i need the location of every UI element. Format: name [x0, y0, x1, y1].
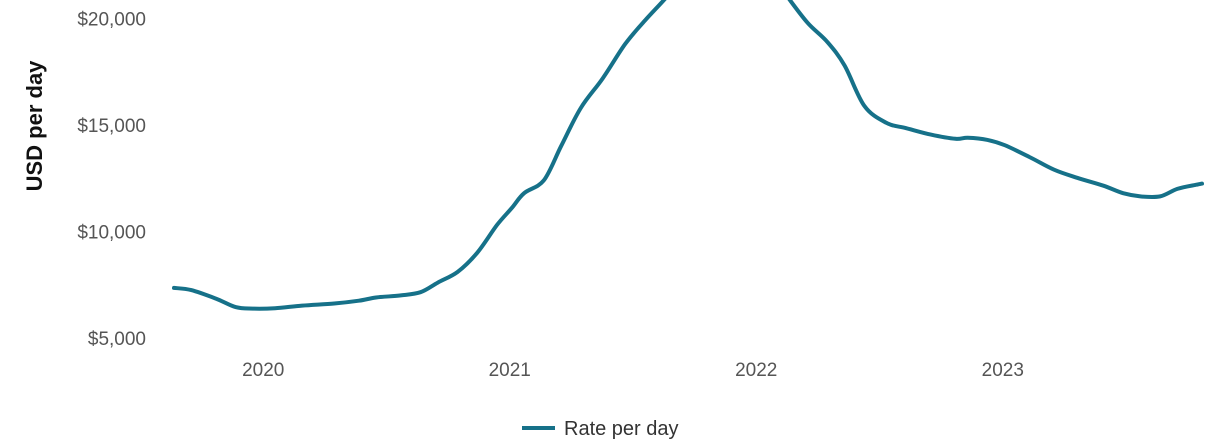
x-axis-ticks: 2020 2021 2022 2023: [242, 360, 1024, 381]
x-tick-label: 2022: [735, 360, 777, 381]
y-tick-label: $10,000: [77, 223, 146, 244]
y-tick-label: $5,000: [88, 329, 146, 350]
x-tick-label: 2023: [982, 360, 1024, 381]
x-tick-label: 2020: [242, 360, 284, 381]
y-axis-ticks: $5,000 $10,000 $15,000 $20,000: [77, 10, 146, 351]
y-tick-label: $20,000: [77, 10, 146, 31]
legend: Rate per day: [522, 418, 679, 440]
series-line-rate-per-day: [172, 0, 1204, 311]
y-tick-label: $15,000: [77, 116, 146, 137]
x-tick-label: 2021: [489, 360, 531, 381]
legend-label: Rate per day: [564, 418, 679, 440]
y-axis-title: USD per day: [22, 60, 47, 192]
